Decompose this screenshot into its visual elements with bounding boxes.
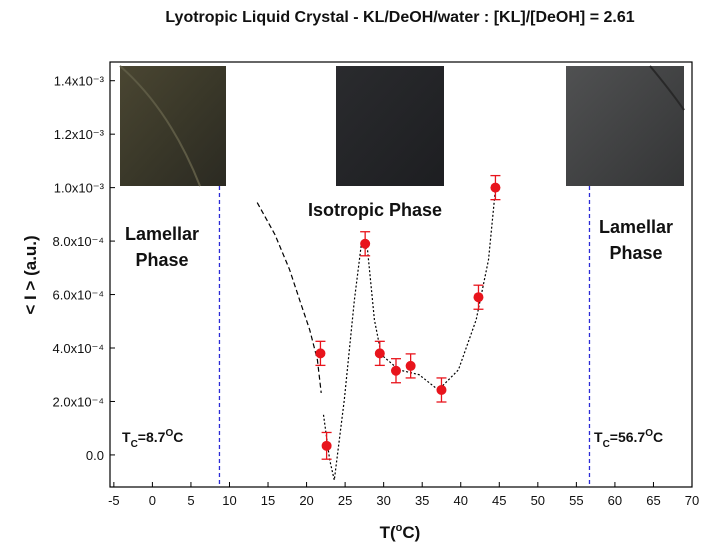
y-tick-label: 0.0 bbox=[86, 448, 104, 463]
y-tick-label: 4.0x10⁻⁴ bbox=[53, 341, 104, 356]
tc-label-part: =8.7 bbox=[138, 429, 166, 445]
phase-label: Phase bbox=[609, 243, 662, 263]
phase-label: Lamellar bbox=[125, 224, 199, 244]
x-tick-label: 15 bbox=[261, 493, 275, 508]
data-point bbox=[315, 348, 325, 358]
x-tick-label: 40 bbox=[454, 493, 468, 508]
y-axis-label: < I > (a.u.) bbox=[21, 235, 40, 314]
y-tick-label: 1.2x10⁻³ bbox=[54, 127, 105, 142]
data-point bbox=[473, 292, 483, 302]
x-tick-label: 5 bbox=[187, 493, 194, 508]
tc-label-part: C bbox=[131, 439, 138, 450]
chart-title: Lyotropic Liquid Crystal - KL/DeOH/water… bbox=[165, 9, 634, 26]
micrograph bbox=[566, 66, 684, 186]
x-tick-label: 65 bbox=[646, 493, 660, 508]
micrograph bbox=[120, 66, 226, 186]
phase-label: Phase bbox=[135, 250, 188, 270]
x-tick-label: 10 bbox=[222, 493, 236, 508]
fit-curve bbox=[324, 190, 496, 481]
curves bbox=[257, 190, 495, 481]
y-tick-label: 1.4x10⁻³ bbox=[54, 74, 105, 89]
data-point bbox=[436, 385, 446, 395]
x-tick-label: 35 bbox=[415, 493, 429, 508]
x-tick-label: -5 bbox=[108, 493, 120, 508]
y-tick-label: 1.0x10⁻³ bbox=[54, 181, 105, 196]
x-tick-label: 60 bbox=[608, 493, 622, 508]
x-axis-label-part: C) bbox=[402, 523, 420, 542]
data-point bbox=[322, 441, 332, 451]
tc-label: TC=8.7OC bbox=[122, 428, 183, 450]
micrographs bbox=[120, 66, 684, 186]
data-point bbox=[375, 348, 385, 358]
x-tick-label: 0 bbox=[149, 493, 156, 508]
data-point bbox=[391, 366, 401, 376]
data-point bbox=[490, 183, 500, 193]
x-tick-label: 45 bbox=[492, 493, 506, 508]
x-tick-label: 30 bbox=[376, 493, 390, 508]
x-tick-label: 55 bbox=[569, 493, 583, 508]
y-tick-label: 8.0x10⁻⁴ bbox=[53, 234, 104, 249]
fit-curve bbox=[257, 203, 321, 393]
x-tick-label: 20 bbox=[299, 493, 313, 508]
x-axis-label: T(oC) bbox=[380, 522, 421, 542]
phase-label: Isotropic Phase bbox=[308, 200, 442, 220]
data-point bbox=[360, 239, 370, 249]
tc-label-part: C bbox=[653, 429, 663, 445]
x-tick-label: 50 bbox=[531, 493, 545, 508]
x-tick-label: 25 bbox=[338, 493, 352, 508]
chart: Lyotropic Liquid Crystal - KL/DeOH/water… bbox=[0, 0, 703, 544]
tc-label: TC=56.7OC bbox=[594, 428, 663, 450]
tc-label-part: C bbox=[173, 429, 183, 445]
phase-label: Lamellar bbox=[599, 217, 673, 237]
tc-label-part: =56.7 bbox=[610, 429, 646, 445]
tc-label-part: C bbox=[603, 439, 610, 450]
x-axis-label-part: T( bbox=[380, 523, 396, 542]
micrograph bbox=[336, 66, 444, 186]
data-point bbox=[406, 361, 416, 371]
y-tick-label: 6.0x10⁻⁴ bbox=[53, 288, 104, 303]
y-tick-label: 2.0x10⁻⁴ bbox=[53, 394, 104, 409]
x-tick-label: 70 bbox=[685, 493, 699, 508]
